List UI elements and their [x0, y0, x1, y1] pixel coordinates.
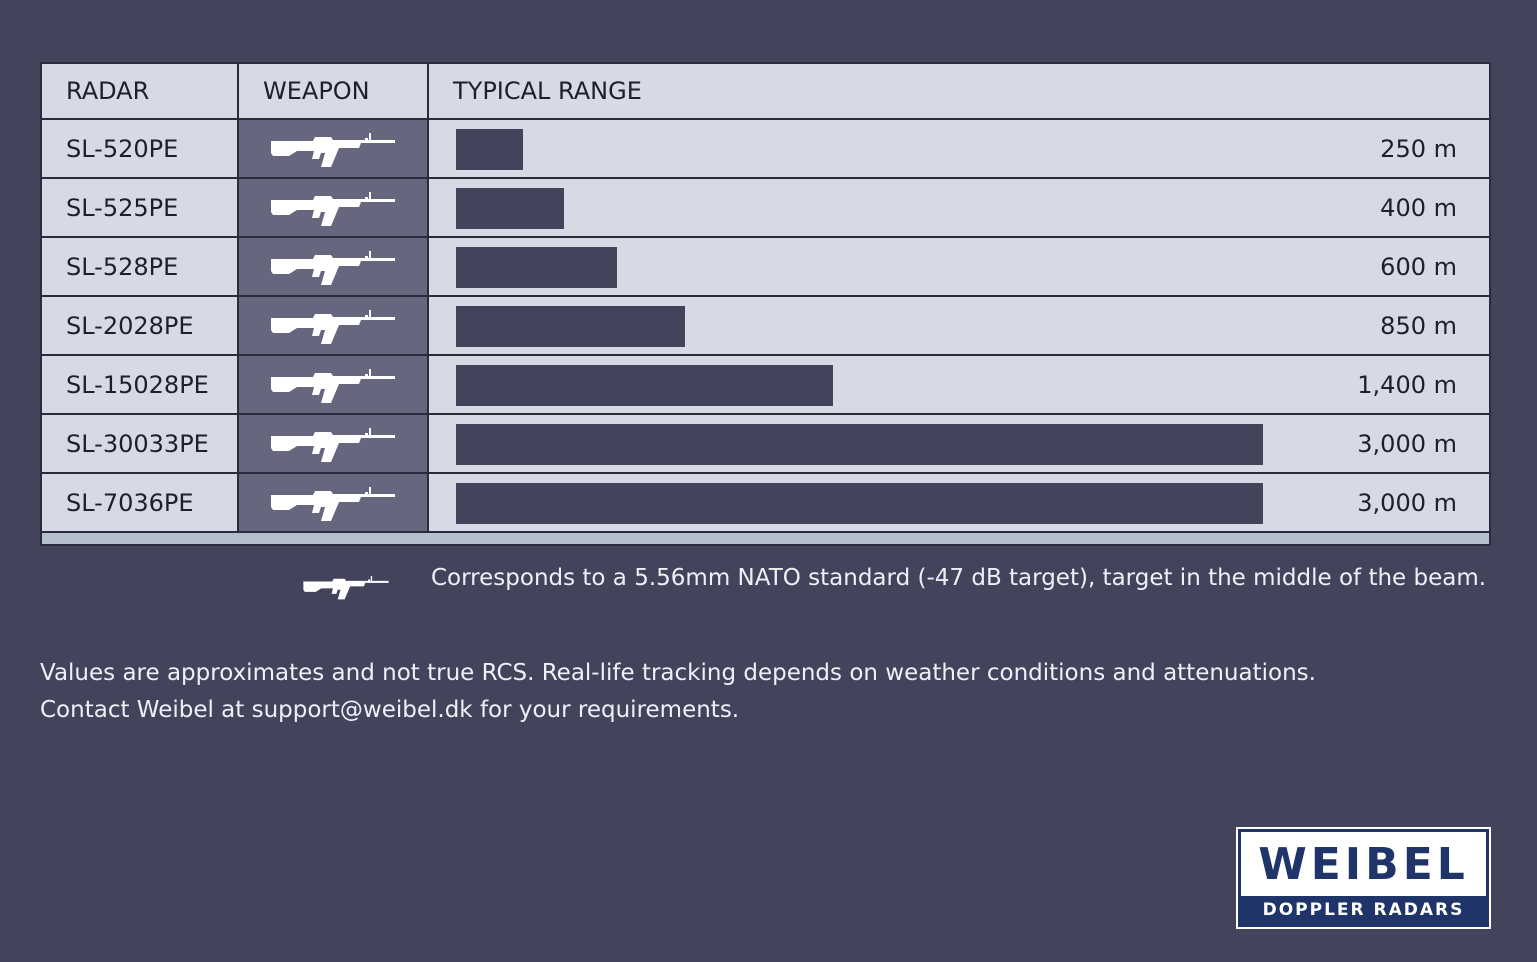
weapon-cell [239, 356, 429, 413]
radar-model: SL-7036PE [42, 474, 239, 531]
range-bar [456, 306, 685, 347]
range-cell: 3,000 m [429, 415, 1489, 472]
rifle-icon [269, 483, 397, 523]
weibel-logo: WEIBEL DOPPLER RADARS [1236, 827, 1491, 929]
rifle-icon [269, 365, 397, 405]
table-row: SL-528PE 600 m [42, 236, 1489, 295]
radar-model: SL-30033PE [42, 415, 239, 472]
range-bar [456, 188, 564, 229]
range-value-label: 1,400 m [1357, 370, 1457, 399]
radar-model: SL-520PE [42, 120, 239, 177]
weapon-cell [239, 238, 429, 295]
table-footer-strip [42, 531, 1489, 544]
weapon-cell [239, 415, 429, 472]
notes: Values are approximates and not true RCS… [40, 655, 1316, 729]
range-value-label: 850 m [1380, 311, 1457, 340]
table-row: SL-525PE 400 m [42, 177, 1489, 236]
logo-tagline: DOPPLER RADARS [1262, 900, 1465, 920]
rifle-icon [269, 188, 397, 228]
header-weapon: WEAPON [239, 64, 429, 118]
table-row: SL-30033PE 3,000 m [42, 413, 1489, 472]
legend-text: Corresponds to a 5.56mm NATO standard (-… [431, 565, 1487, 591]
range-bar [456, 424, 1263, 465]
rifle-icon [269, 247, 397, 287]
range-value-label: 3,000 m [1357, 429, 1457, 458]
range-value-label: 3,000 m [1357, 488, 1457, 517]
range-cell: 400 m [429, 179, 1489, 236]
weapon-cell [239, 120, 429, 177]
table-row: SL-7036PE 3,000 m [42, 472, 1489, 531]
rifle-icon [269, 306, 397, 346]
rifle-icon [269, 129, 397, 169]
range-bar [456, 483, 1263, 524]
range-cell: 600 m [429, 238, 1489, 295]
weapon-cell [239, 474, 429, 531]
radar-model: SL-15028PE [42, 356, 239, 413]
notes-line-2: Contact Weibel at support@weibel.dk for … [40, 697, 740, 723]
table-row: SL-2028PE 850 m [42, 295, 1489, 354]
range-value-label: 600 m [1380, 252, 1457, 281]
range-value-label: 250 m [1380, 134, 1457, 163]
notes-line-1: Values are approximates and not true RCS… [40, 660, 1316, 686]
rifle-icon [269, 424, 397, 464]
legend-rifle-icon [302, 570, 390, 604]
weapon-cell [239, 179, 429, 236]
range-cell: 850 m [429, 297, 1489, 354]
radar-model: SL-2028PE [42, 297, 239, 354]
header-radar: RADAR [42, 64, 239, 118]
range-cell: 250 m [429, 120, 1489, 177]
radar-model: SL-528PE [42, 238, 239, 295]
radar-model: SL-525PE [42, 179, 239, 236]
range-cell: 3,000 m [429, 474, 1489, 531]
header-typical-range: TYPICAL RANGE [453, 77, 642, 105]
table-header-row: RADAR WEAPON TYPICAL RANGE [42, 64, 1489, 118]
logo-name: WEIBEL [1241, 832, 1486, 896]
table-row: SL-15028PE 1,400 m [42, 354, 1489, 413]
range-value-label: 400 m [1380, 193, 1457, 222]
range-table: RADAR WEAPON TYPICAL RANGE SL-520PE 250 m… [40, 62, 1491, 546]
range-cell: 1,400 m [429, 356, 1489, 413]
table-row: SL-520PE 250 m [42, 118, 1489, 177]
range-bar [456, 365, 833, 406]
weapon-cell [239, 297, 429, 354]
range-bar [456, 129, 523, 170]
range-bar [456, 247, 617, 288]
